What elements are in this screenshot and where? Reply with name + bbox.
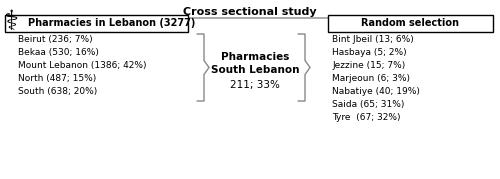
- Text: Mount Lebanon (1386; 42%): Mount Lebanon (1386; 42%): [18, 61, 146, 70]
- Text: Nabatiye (40; 19%): Nabatiye (40; 19%): [332, 87, 420, 96]
- Text: Pharmacies in Lebanon (3277): Pharmacies in Lebanon (3277): [28, 18, 196, 28]
- Text: Bekaa (530; 16%): Bekaa (530; 16%): [18, 48, 99, 57]
- Text: Pharmacies: Pharmacies: [221, 52, 289, 62]
- Text: North (487; 15%): North (487; 15%): [18, 74, 96, 83]
- Text: Bint Jbeil (13; 6%): Bint Jbeil (13; 6%): [332, 35, 414, 44]
- Text: ⚕: ⚕: [3, 8, 18, 36]
- Text: Tyre  (67; 32%): Tyre (67; 32%): [332, 113, 400, 122]
- Text: South (638; 20%): South (638; 20%): [18, 87, 97, 96]
- Text: Jezzine (15; 7%): Jezzine (15; 7%): [332, 61, 405, 70]
- Text: 211; 33%: 211; 33%: [230, 80, 280, 90]
- Text: Marjeoun (6; 3%): Marjeoun (6; 3%): [332, 74, 410, 83]
- FancyBboxPatch shape: [4, 14, 188, 32]
- Text: Beirut (236; 7%): Beirut (236; 7%): [18, 35, 92, 44]
- Text: Cross sectional study: Cross sectional study: [183, 7, 317, 17]
- Text: Saida (65; 31%): Saida (65; 31%): [332, 100, 404, 109]
- FancyBboxPatch shape: [328, 14, 492, 32]
- Text: Hasbaya (5; 2%): Hasbaya (5; 2%): [332, 48, 406, 57]
- Text: Random selection: Random selection: [361, 18, 459, 28]
- Text: South Lebanon: South Lebanon: [211, 65, 299, 75]
